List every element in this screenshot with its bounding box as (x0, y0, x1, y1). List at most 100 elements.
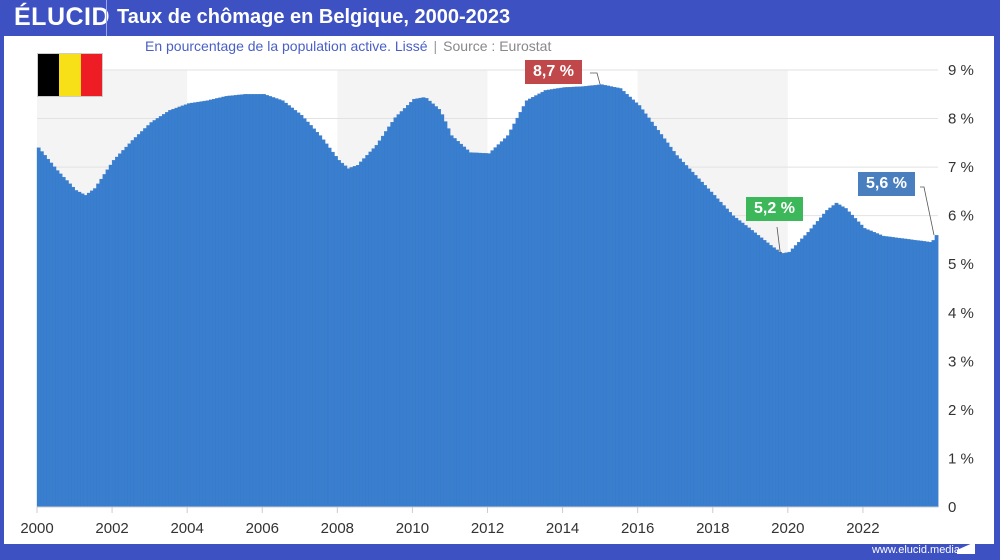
bar (474, 152, 479, 508)
bar (61, 176, 66, 508)
bar (900, 238, 905, 508)
bar (499, 141, 504, 508)
bar (524, 100, 529, 508)
bar (662, 138, 667, 508)
bar (58, 173, 63, 508)
bar (249, 94, 254, 508)
bar (352, 166, 357, 508)
bar (765, 242, 770, 508)
source-text: Source : Eurostat (443, 38, 552, 54)
bar (371, 148, 376, 508)
bar (462, 146, 467, 508)
bar (581, 86, 585, 508)
bar (825, 210, 829, 508)
bar (793, 245, 798, 508)
bar (93, 188, 97, 508)
y-tick-label: 0 (948, 499, 956, 516)
bar (187, 103, 191, 508)
bar (152, 120, 157, 508)
bar (625, 93, 629, 508)
bar (509, 129, 513, 508)
bar (377, 140, 382, 508)
y-tick-label: 8 % (948, 111, 974, 128)
bar (934, 235, 939, 508)
bar (287, 105, 291, 508)
bar (553, 88, 557, 508)
bar (102, 174, 107, 508)
bar (446, 128, 451, 508)
bar (77, 191, 82, 508)
bar (621, 91, 626, 508)
bar (521, 106, 526, 508)
bar (834, 202, 839, 508)
bar (528, 98, 532, 508)
bar (675, 155, 679, 508)
bar (384, 131, 388, 508)
y-tick-label: 9 % (948, 62, 974, 79)
bar (362, 158, 366, 508)
bar (365, 155, 370, 508)
x-tick-label: 2010 (396, 520, 429, 537)
bar (709, 191, 714, 508)
bar (459, 143, 463, 508)
bar (39, 151, 44, 508)
bar (465, 149, 470, 508)
bar (578, 86, 582, 508)
bar (402, 108, 407, 508)
bar (205, 100, 210, 508)
bar (734, 217, 739, 508)
bar (928, 241, 933, 508)
bar (609, 86, 614, 508)
y-tick-label: 3 % (948, 353, 974, 370)
bar (678, 158, 682, 508)
bar (925, 241, 930, 508)
bar (174, 107, 179, 508)
bar (218, 97, 223, 508)
bar (221, 96, 226, 508)
footer-url[interactable]: www.elucid.media (871, 544, 960, 556)
bar (703, 185, 707, 508)
bar (96, 183, 101, 508)
bar (906, 239, 911, 508)
bar (487, 153, 492, 508)
bar (859, 224, 864, 508)
bar (687, 168, 692, 508)
bar (421, 97, 426, 508)
bar (540, 91, 545, 508)
bar (127, 143, 132, 508)
max-leader-line (590, 72, 601, 85)
bar (831, 205, 836, 508)
bar (740, 222, 745, 508)
bar (118, 153, 122, 508)
bar (368, 151, 373, 508)
bar (894, 237, 898, 508)
bar (346, 168, 351, 508)
bar (715, 198, 720, 508)
bar (865, 229, 870, 508)
bar (52, 166, 57, 508)
bar (149, 122, 154, 508)
bar (778, 252, 783, 508)
bar (74, 190, 79, 508)
bar (452, 138, 457, 508)
bar (822, 213, 826, 508)
bar (875, 233, 880, 508)
bar (869, 230, 873, 508)
bar (302, 118, 307, 508)
bar (653, 125, 657, 508)
bar (412, 98, 416, 508)
bar (856, 221, 861, 508)
bar (296, 112, 301, 508)
x-tick-label: 2008 (321, 520, 354, 537)
bar (534, 95, 539, 508)
x-tick-label: 2012 (471, 520, 504, 537)
bar (772, 247, 776, 508)
bar (665, 142, 670, 508)
bar (143, 128, 147, 508)
bar (828, 207, 833, 508)
x-tick-label: 2014 (546, 520, 579, 537)
bar (327, 147, 332, 508)
bar (803, 235, 808, 508)
min-leader-line (776, 226, 781, 254)
bar (262, 94, 266, 508)
